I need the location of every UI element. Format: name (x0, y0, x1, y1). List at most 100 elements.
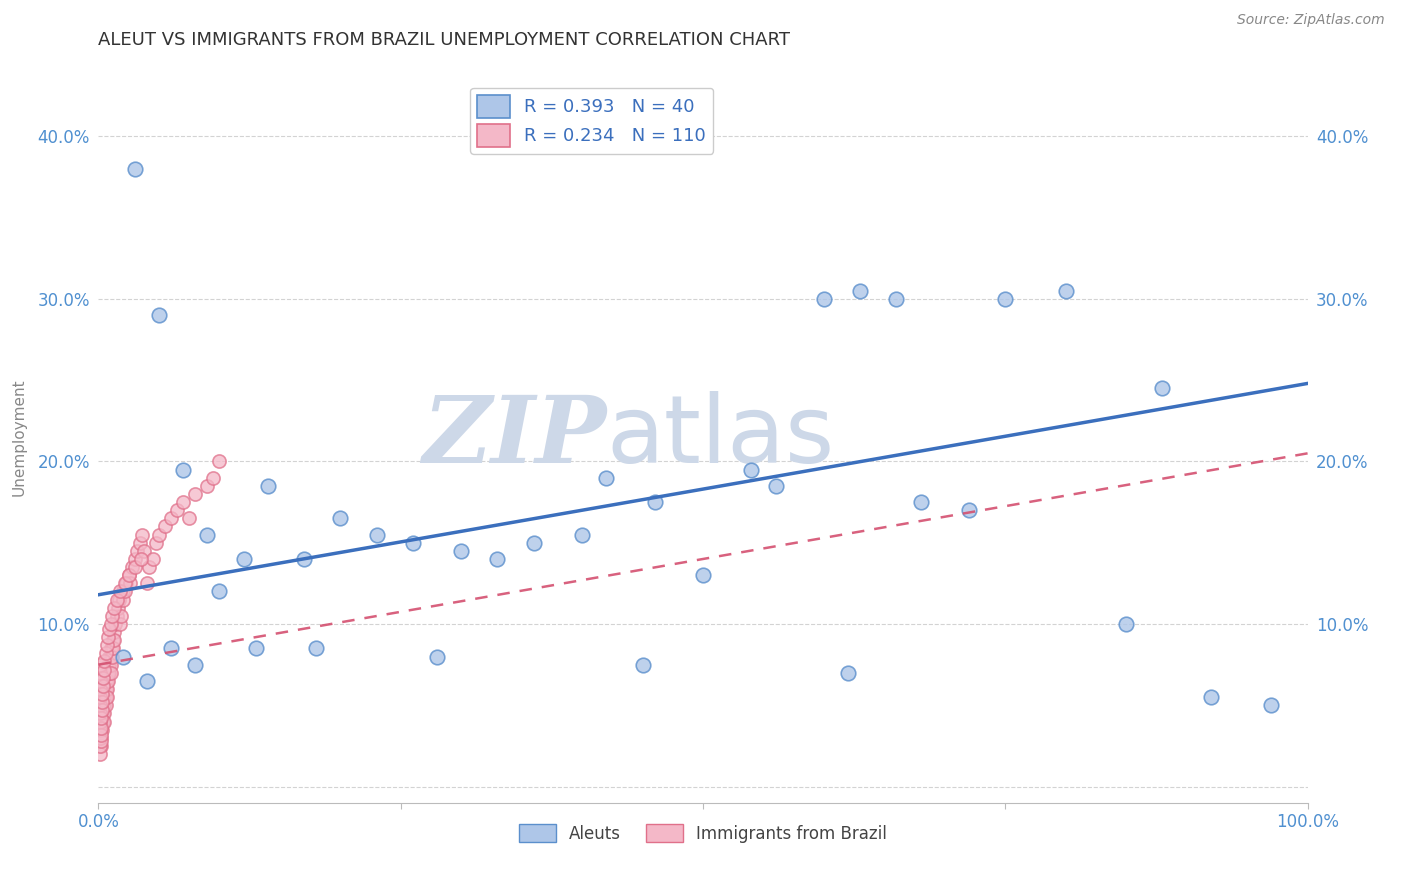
Point (91, 714, 114, 729)
Point (91, 671, 114, 685)
Point (98, 665, 121, 680)
Point (96, 690, 118, 705)
Point (103, 625, 125, 640)
Point (571, 527, 593, 541)
Point (97, 657, 120, 672)
Point (89, 739, 111, 753)
Point (90, 714, 112, 729)
Point (128, 535, 150, 549)
Point (111, 584, 134, 599)
Point (172, 495, 194, 509)
Point (94, 690, 117, 705)
Point (96, 673, 118, 688)
Point (90, 723, 112, 737)
Point (994, 292, 1017, 306)
Point (89, 673, 111, 688)
Point (129, 552, 152, 566)
Point (93, 698, 115, 713)
Point (89, 698, 111, 713)
Text: ALEUT VS IMMIGRANTS FROM BRAZIL UNEMPLOYMENT CORRELATION CHART: ALEUT VS IMMIGRANTS FROM BRAZIL UNEMPLOY… (98, 31, 790, 49)
Point (103, 600, 125, 615)
Point (93, 654, 115, 668)
Point (91, 723, 114, 737)
Point (765, 479, 787, 493)
Point (110, 608, 132, 623)
Point (91, 706, 114, 721)
Point (107, 600, 129, 615)
Point (100, 657, 122, 672)
Point (232, 552, 254, 566)
Point (89, 723, 111, 737)
Point (100, 641, 122, 656)
Point (91, 679, 114, 693)
Point (114, 576, 136, 591)
Point (108, 592, 131, 607)
Point (96, 638, 118, 652)
Point (631, 657, 654, 672)
Point (256, 479, 278, 493)
Point (124, 161, 146, 176)
Point (93, 690, 115, 705)
Point (208, 584, 231, 599)
Point (121, 560, 143, 574)
Point (305, 641, 328, 656)
Point (101, 633, 124, 648)
Point (813, 292, 835, 306)
Point (91, 714, 114, 729)
Point (97, 673, 120, 688)
Point (692, 568, 714, 582)
Point (450, 544, 472, 558)
Point (179, 511, 201, 525)
Point (172, 462, 194, 476)
Point (90, 734, 112, 748)
Point (366, 527, 388, 541)
Point (402, 535, 425, 549)
Point (91, 695, 114, 709)
Point (1199, 690, 1222, 705)
Point (100, 665, 122, 680)
Point (105, 608, 128, 623)
Point (105, 592, 128, 607)
Point (94, 646, 117, 660)
Text: Source: ZipAtlas.com: Source: ZipAtlas.com (1237, 13, 1385, 28)
Legend: Aleuts, Immigrants from Brazil: Aleuts, Immigrants from Brazil (512, 817, 894, 849)
Point (96, 681, 118, 696)
Point (96, 665, 118, 680)
Point (89, 665, 111, 680)
Point (329, 511, 352, 525)
Point (91, 698, 114, 713)
Point (91, 687, 114, 701)
Point (97, 630, 120, 644)
Point (89, 714, 111, 729)
Point (740, 462, 762, 476)
Point (145, 535, 167, 549)
Point (523, 535, 546, 549)
Point (118, 576, 141, 591)
Point (101, 641, 124, 656)
Point (426, 649, 449, 664)
Text: ZIP: ZIP (422, 392, 606, 482)
Point (103, 633, 125, 648)
Point (93, 714, 115, 729)
Point (166, 503, 188, 517)
Point (111, 649, 134, 664)
Point (118, 568, 141, 582)
Point (89, 747, 111, 761)
Point (104, 617, 127, 632)
Point (89, 681, 111, 696)
Point (98, 622, 121, 636)
Point (135, 673, 157, 688)
Point (90, 721, 112, 735)
Point (89, 706, 111, 721)
Point (131, 527, 153, 541)
Point (100, 617, 122, 632)
Point (124, 552, 146, 566)
Point (90, 706, 112, 721)
Point (837, 665, 859, 680)
Point (208, 454, 231, 468)
Point (100, 641, 122, 656)
Point (886, 292, 908, 306)
Point (93, 663, 115, 677)
Point (100, 608, 122, 623)
Point (111, 592, 134, 607)
